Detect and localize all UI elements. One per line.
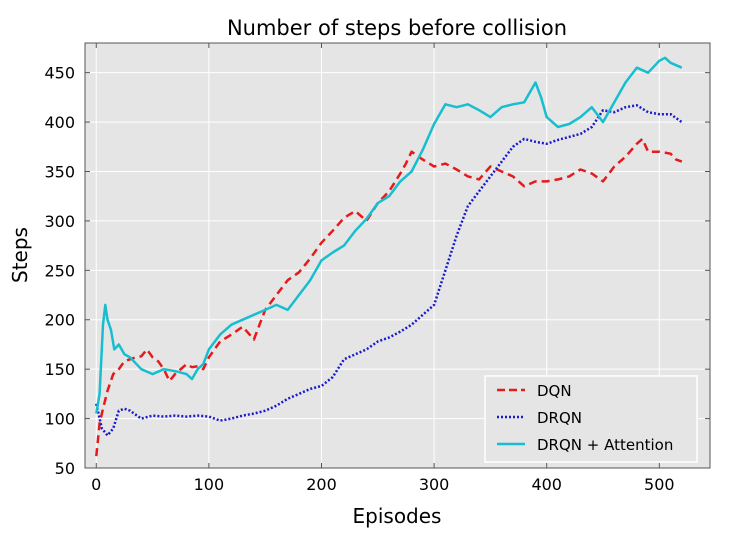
y-tick-label: 300 bbox=[44, 212, 75, 231]
y-tick-label: 350 bbox=[44, 162, 75, 181]
y-tick-label: 250 bbox=[44, 261, 75, 280]
y-tick-label: 450 bbox=[44, 64, 75, 83]
series-group bbox=[95, 56, 683, 457]
legend-label: DQN bbox=[537, 382, 572, 400]
y-tick-label: 100 bbox=[44, 410, 75, 429]
x-axis-label: Episodes bbox=[353, 504, 442, 528]
legend: DQN DRQN DRQN + Attention bbox=[484, 375, 698, 463]
y-tick-label: 400 bbox=[44, 113, 75, 132]
chart-title: Number of steps before collision bbox=[227, 16, 567, 40]
series-line-0 bbox=[95, 137, 683, 457]
x-tick-label: 100 bbox=[194, 475, 225, 494]
series-line-2 bbox=[95, 56, 683, 414]
axis-ticks: 0 100 200 300 400 500 50 100 150 200 250 300 350 400 4… bbox=[44, 43, 710, 494]
y-tick-label: 150 bbox=[44, 360, 75, 379]
x-tick-label: 400 bbox=[531, 475, 562, 494]
y-tick-label: 200 bbox=[44, 311, 75, 330]
legend-box bbox=[484, 375, 698, 463]
plot-frame bbox=[84, 42, 711, 469]
x-tick-label: 500 bbox=[644, 475, 675, 494]
legend-label: DRQN bbox=[537, 409, 582, 427]
y-tick-label: 50 bbox=[55, 459, 75, 478]
y-axis-label: Steps bbox=[8, 227, 32, 283]
x-tick-label: 200 bbox=[306, 475, 337, 494]
legend-label: DRQN + Attention bbox=[537, 436, 673, 454]
series-line-1 bbox=[95, 104, 683, 437]
grid bbox=[85, 43, 710, 469]
x-tick-label: 300 bbox=[419, 475, 450, 494]
x-tick-label: 0 bbox=[91, 475, 101, 494]
